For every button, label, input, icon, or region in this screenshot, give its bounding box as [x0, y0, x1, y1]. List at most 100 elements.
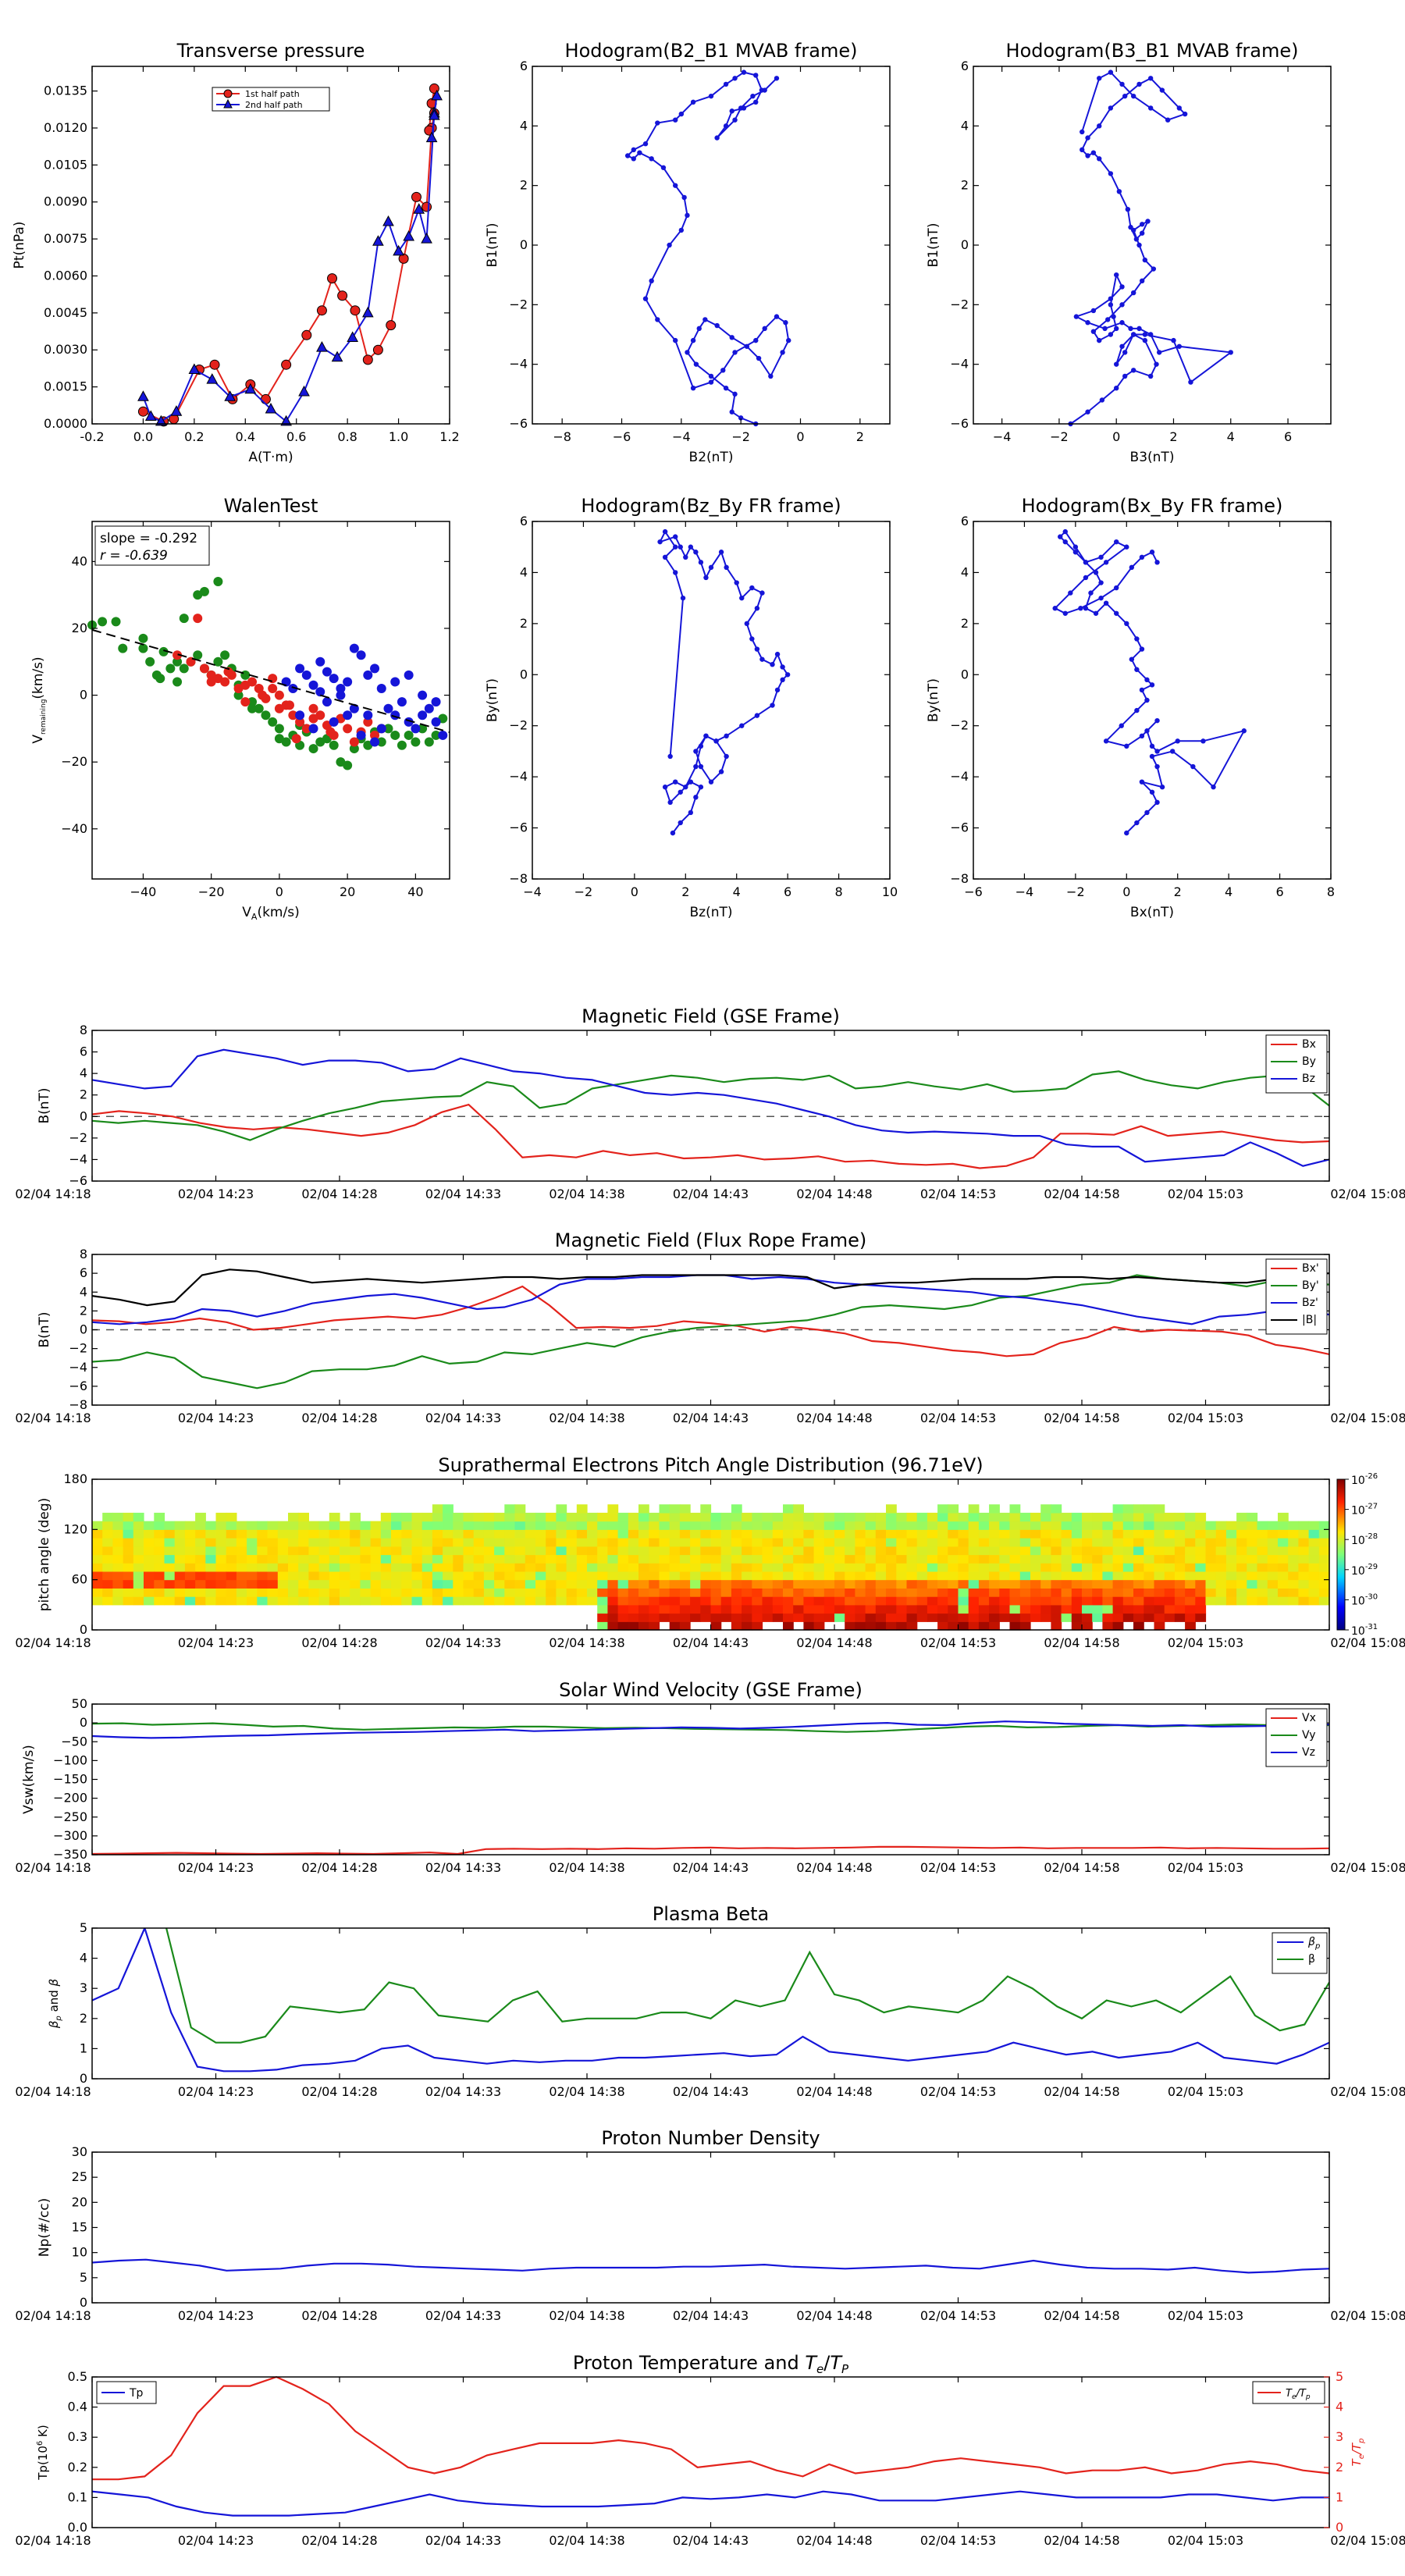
heat-cell [112, 1579, 124, 1589]
data-point [1134, 820, 1140, 826]
heat-cell [391, 1563, 402, 1572]
heat-cell [742, 1613, 752, 1622]
y-tick-label: 0 [80, 688, 87, 703]
heat-cell [360, 1579, 372, 1589]
heat-cell [659, 1538, 670, 1547]
data-point [206, 677, 216, 687]
x-tick-label: 02/04 14:43 [673, 1860, 749, 1875]
heat-cell [1267, 1588, 1279, 1597]
heat-cell [267, 1521, 279, 1530]
heat-cell [700, 1529, 712, 1539]
heat-cell [205, 1538, 217, 1547]
heat-cell [649, 1521, 660, 1530]
heat-cell [257, 1563, 269, 1572]
heat-cell [1236, 1579, 1247, 1589]
heat-cell [556, 1512, 567, 1522]
y-tick-label: −40 [61, 821, 87, 836]
heat-cell [443, 1512, 454, 1522]
heat-cell [1195, 1613, 1207, 1622]
legend-label: Bx [1302, 1038, 1316, 1051]
data-point [637, 150, 642, 155]
heat-cell [845, 1571, 855, 1581]
heat-cell [411, 1571, 423, 1581]
heat-cell [1040, 1521, 1051, 1530]
heat-cell [144, 1588, 155, 1597]
y-tick-label: −6 [69, 1173, 87, 1188]
heat-cell [731, 1512, 742, 1522]
heat-cell [215, 1521, 227, 1530]
heat-cell [607, 1571, 619, 1581]
heat-cell [525, 1538, 536, 1547]
heat-cell [1051, 1588, 1062, 1597]
data-point [1139, 222, 1145, 227]
heat-cell [1122, 1521, 1134, 1530]
heat-cell [628, 1613, 639, 1622]
heat-cell [886, 1504, 897, 1514]
heat-cell [628, 1571, 639, 1581]
heat-cell [752, 1538, 763, 1547]
heat-cell [1185, 1521, 1196, 1530]
legend-label: 2nd half path [245, 100, 303, 110]
legend-label: |B| [1302, 1314, 1317, 1326]
data-point [308, 703, 318, 713]
heat-cell [659, 1588, 670, 1597]
heat-cell [638, 1596, 649, 1606]
heat-cell [762, 1571, 774, 1581]
heat-cell [1164, 1529, 1176, 1539]
heat-cell [958, 1563, 969, 1572]
heat-cell [1040, 1596, 1051, 1606]
heat-cell [133, 1563, 144, 1572]
heat-cell [184, 1588, 196, 1597]
heat-cell [865, 1521, 877, 1530]
heat-cell [1288, 1579, 1299, 1589]
heat-cell [483, 1521, 495, 1530]
x-tick-label: 6 [784, 884, 791, 899]
beta-series [92, 1928, 1329, 2073]
series-line-Vz-2 [91, 1720, 1330, 1739]
heat-cell [329, 1554, 340, 1564]
data-point [1099, 397, 1105, 403]
heat-cell [329, 1546, 340, 1556]
heat-cell [267, 1529, 279, 1539]
heat-cell [1257, 1529, 1268, 1539]
heat-cell [1102, 1621, 1114, 1631]
heat-cell [184, 1538, 196, 1547]
legend-label: Tp [129, 2387, 144, 2400]
data-point [370, 664, 380, 674]
heat-cell [679, 1538, 691, 1547]
colorbar-label: 10-28 [1351, 1532, 1378, 1547]
data-point [1136, 81, 1142, 87]
heat-cell [483, 1538, 495, 1547]
heat-cell [556, 1579, 567, 1589]
heat-cell [1154, 1504, 1165, 1514]
heat-cell [112, 1512, 124, 1522]
heat-cell [968, 1571, 980, 1581]
heat-cell [659, 1571, 670, 1581]
data-point [749, 585, 755, 591]
data-point [390, 677, 400, 687]
heat-cell [834, 1588, 845, 1597]
heat-cell [411, 1529, 423, 1539]
heat-cell [483, 1554, 495, 1564]
data-point [233, 690, 244, 700]
heat-cell [762, 1538, 774, 1547]
heat-cell [948, 1604, 959, 1614]
heat-cell [298, 1538, 309, 1547]
heat-cell [783, 1621, 794, 1631]
heat-cell [1009, 1563, 1021, 1572]
x-tick-label: −2 [1066, 884, 1085, 899]
heat-cell [576, 1529, 588, 1539]
heat-cell [834, 1529, 845, 1539]
heat-cell [845, 1596, 855, 1606]
y-tick-label: −6 [509, 416, 528, 431]
heat-cell [669, 1538, 681, 1547]
x-tick-label: −8 [553, 429, 571, 444]
data-point [431, 697, 441, 707]
heat-cell [184, 1521, 196, 1530]
heat-cell [752, 1512, 763, 1522]
heat-cell [1092, 1546, 1103, 1556]
heat-cell [174, 1538, 186, 1547]
heat-cell [483, 1512, 495, 1522]
heat-cell [360, 1538, 372, 1547]
heat-cell [1185, 1554, 1196, 1564]
